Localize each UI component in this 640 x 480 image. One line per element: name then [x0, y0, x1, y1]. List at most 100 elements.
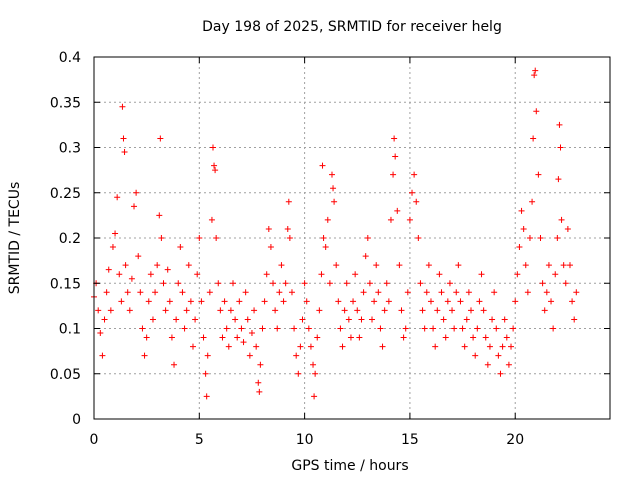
- y-tick-label: 0.35: [50, 95, 81, 111]
- data-point: [219, 334, 226, 341]
- data-point: [556, 121, 563, 128]
- data-point: [529, 198, 536, 205]
- data-point: [227, 307, 234, 314]
- data-point: [503, 334, 510, 341]
- data-point: [486, 343, 493, 350]
- y-tick-label: 0.15: [50, 276, 81, 292]
- data-point: [267, 244, 274, 251]
- data-point: [354, 307, 361, 314]
- data-point: [417, 280, 424, 287]
- data-point: [204, 352, 211, 359]
- x-tick-label: 5: [195, 432, 204, 448]
- data-point: [274, 325, 281, 332]
- data-point: [196, 235, 203, 241]
- data-point: [301, 280, 308, 287]
- data-point: [131, 203, 138, 210]
- data-point: [379, 343, 386, 350]
- data-point: [444, 298, 451, 305]
- data-point: [116, 271, 123, 278]
- data-point: [234, 334, 241, 341]
- data-point: [324, 216, 331, 223]
- data-point: [421, 325, 428, 332]
- data-point: [526, 235, 533, 241]
- data-point: [569, 298, 576, 305]
- data-point: [319, 162, 326, 169]
- data-point: [455, 262, 462, 269]
- data-point: [119, 103, 126, 110]
- data-point: [238, 325, 245, 332]
- data-point: [419, 307, 426, 314]
- data-point: [95, 307, 102, 314]
- data-point: [141, 352, 148, 359]
- data-point: [202, 370, 209, 377]
- data-point: [318, 271, 325, 278]
- data-point: [293, 352, 300, 359]
- data-point: [432, 343, 439, 350]
- data-point: [436, 271, 443, 278]
- data-point: [297, 343, 304, 350]
- data-point: [257, 361, 264, 368]
- data-point: [143, 334, 150, 341]
- tick-labels: 0 0.05 0.1 0.15 0.2 0.25 0.3 0.35 0.4 0 5 10 15 20: [50, 50, 524, 448]
- data-point: [459, 325, 466, 332]
- data-point: [478, 271, 485, 278]
- y-tick-label: 0.2: [59, 231, 81, 247]
- data-point: [192, 316, 199, 323]
- x-tick-label: 20: [506, 432, 524, 448]
- data-point: [261, 298, 268, 305]
- x-tick-label: 15: [401, 432, 419, 448]
- data-point: [164, 266, 171, 273]
- data-point: [465, 289, 472, 296]
- data-point: [476, 298, 483, 305]
- data-point: [409, 189, 416, 196]
- data-point: [453, 289, 460, 296]
- data-point: [310, 361, 317, 368]
- data-point: [345, 316, 352, 323]
- data-point: [501, 316, 508, 323]
- data-point: [350, 298, 357, 305]
- y-axis-label: SRMTID / TECUs: [7, 182, 23, 295]
- data-point: [339, 343, 346, 350]
- data-point: [425, 262, 432, 269]
- data-points: [91, 67, 580, 400]
- data-point: [326, 280, 333, 287]
- data-point: [217, 307, 224, 314]
- data-point: [516, 244, 523, 251]
- data-point: [124, 289, 131, 296]
- data-point: [508, 343, 515, 350]
- data-point: [539, 280, 546, 287]
- data-point: [366, 280, 373, 287]
- data-point: [497, 370, 504, 377]
- data-point: [211, 162, 218, 169]
- data-point: [236, 298, 243, 305]
- data-point: [156, 212, 163, 219]
- data-point: [377, 325, 384, 332]
- data-point: [470, 334, 477, 341]
- data-point: [398, 307, 405, 314]
- data-point: [278, 262, 285, 269]
- data-point: [333, 262, 340, 269]
- data-point: [545, 262, 552, 269]
- data-point: [223, 325, 230, 332]
- data-point: [213, 235, 220, 241]
- data-point: [522, 262, 529, 269]
- data-point: [316, 307, 323, 314]
- data-point: [112, 230, 119, 237]
- data-point: [564, 225, 571, 232]
- data-point: [122, 262, 129, 269]
- data-point: [187, 298, 194, 305]
- data-point: [463, 316, 470, 323]
- data-point: [263, 271, 270, 278]
- x-tick-label: 0: [90, 432, 99, 448]
- data-point: [212, 167, 219, 174]
- data-point: [566, 262, 573, 269]
- data-point: [200, 334, 207, 341]
- data-point: [145, 298, 152, 305]
- data-point: [203, 393, 210, 400]
- data-point: [291, 325, 298, 332]
- data-point: [181, 325, 188, 332]
- data-point: [139, 325, 146, 332]
- data-point: [149, 316, 156, 323]
- data-point: [530, 135, 537, 142]
- data-point: [427, 298, 434, 305]
